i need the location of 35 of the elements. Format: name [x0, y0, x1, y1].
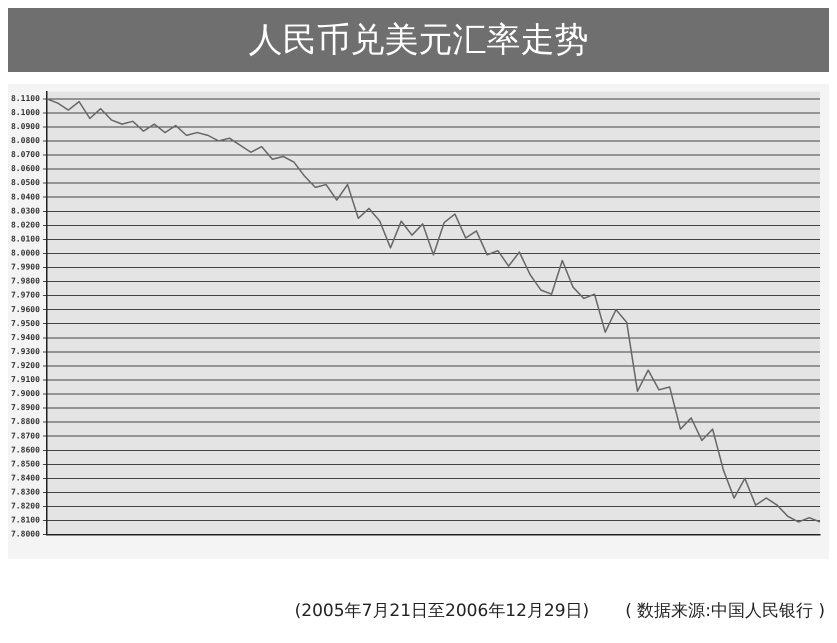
y-tick-label: 8.0500 [10, 178, 40, 188]
y-tick-label: 8.0800 [10, 136, 40, 146]
y-tick-label: 7.9700 [10, 290, 40, 300]
y-tick-label: 8.0200 [10, 220, 40, 230]
y-tick-label: 8.1000 [10, 108, 40, 117]
y-tick-label: 8.0300 [10, 206, 40, 216]
y-tick-label: 7.8400 [10, 473, 40, 482]
y-tick-label: 8.0900 [10, 122, 40, 132]
text: (2005年7月21日至2006年12月29日) [294, 600, 590, 622]
y-tick-label: 7.9300 [10, 346, 40, 356]
y-tick-label: 7.9800 [10, 276, 40, 286]
y-tick-label: 7.8000 [10, 530, 40, 539]
y-tick-label: 8.0000 [10, 248, 40, 258]
y-tick-label: 7.8600 [10, 445, 40, 454]
text: ( 数据来源:中国人民银行 ) [625, 600, 825, 622]
y-tick-label: 7.8700 [10, 431, 40, 440]
y-tick-label: 7.8800 [10, 417, 40, 426]
y-tick-label: 7.8100 [10, 516, 40, 525]
chart-title: 人民币兑美元汇率走势 [8, 8, 829, 72]
y-tick-label: 7.9000 [10, 389, 40, 398]
y-tick-label: 7.9900 [10, 262, 40, 272]
y-tick-label: 8.0100 [10, 234, 40, 244]
y-tick-label: 7.9200 [10, 360, 40, 370]
y-tick-label: 7.9100 [10, 375, 40, 384]
y-tick-label: 7.8500 [10, 459, 40, 468]
y-tick-label: 7.8300 [10, 488, 40, 497]
y-tick-label: 7.8900 [10, 403, 40, 412]
y-tick-label: 7.8200 [10, 502, 40, 511]
y-tick-label: 7.9400 [10, 332, 40, 342]
y-tick-label: 8.0700 [10, 150, 40, 160]
y-tick-label: 8.0600 [10, 164, 40, 174]
y-tick-label: 8.0400 [10, 192, 40, 202]
y-tick-label: 7.9600 [10, 304, 40, 314]
y-tick-label: 8.1100 [10, 94, 40, 103]
y-tick-label: 7.9500 [10, 318, 40, 328]
